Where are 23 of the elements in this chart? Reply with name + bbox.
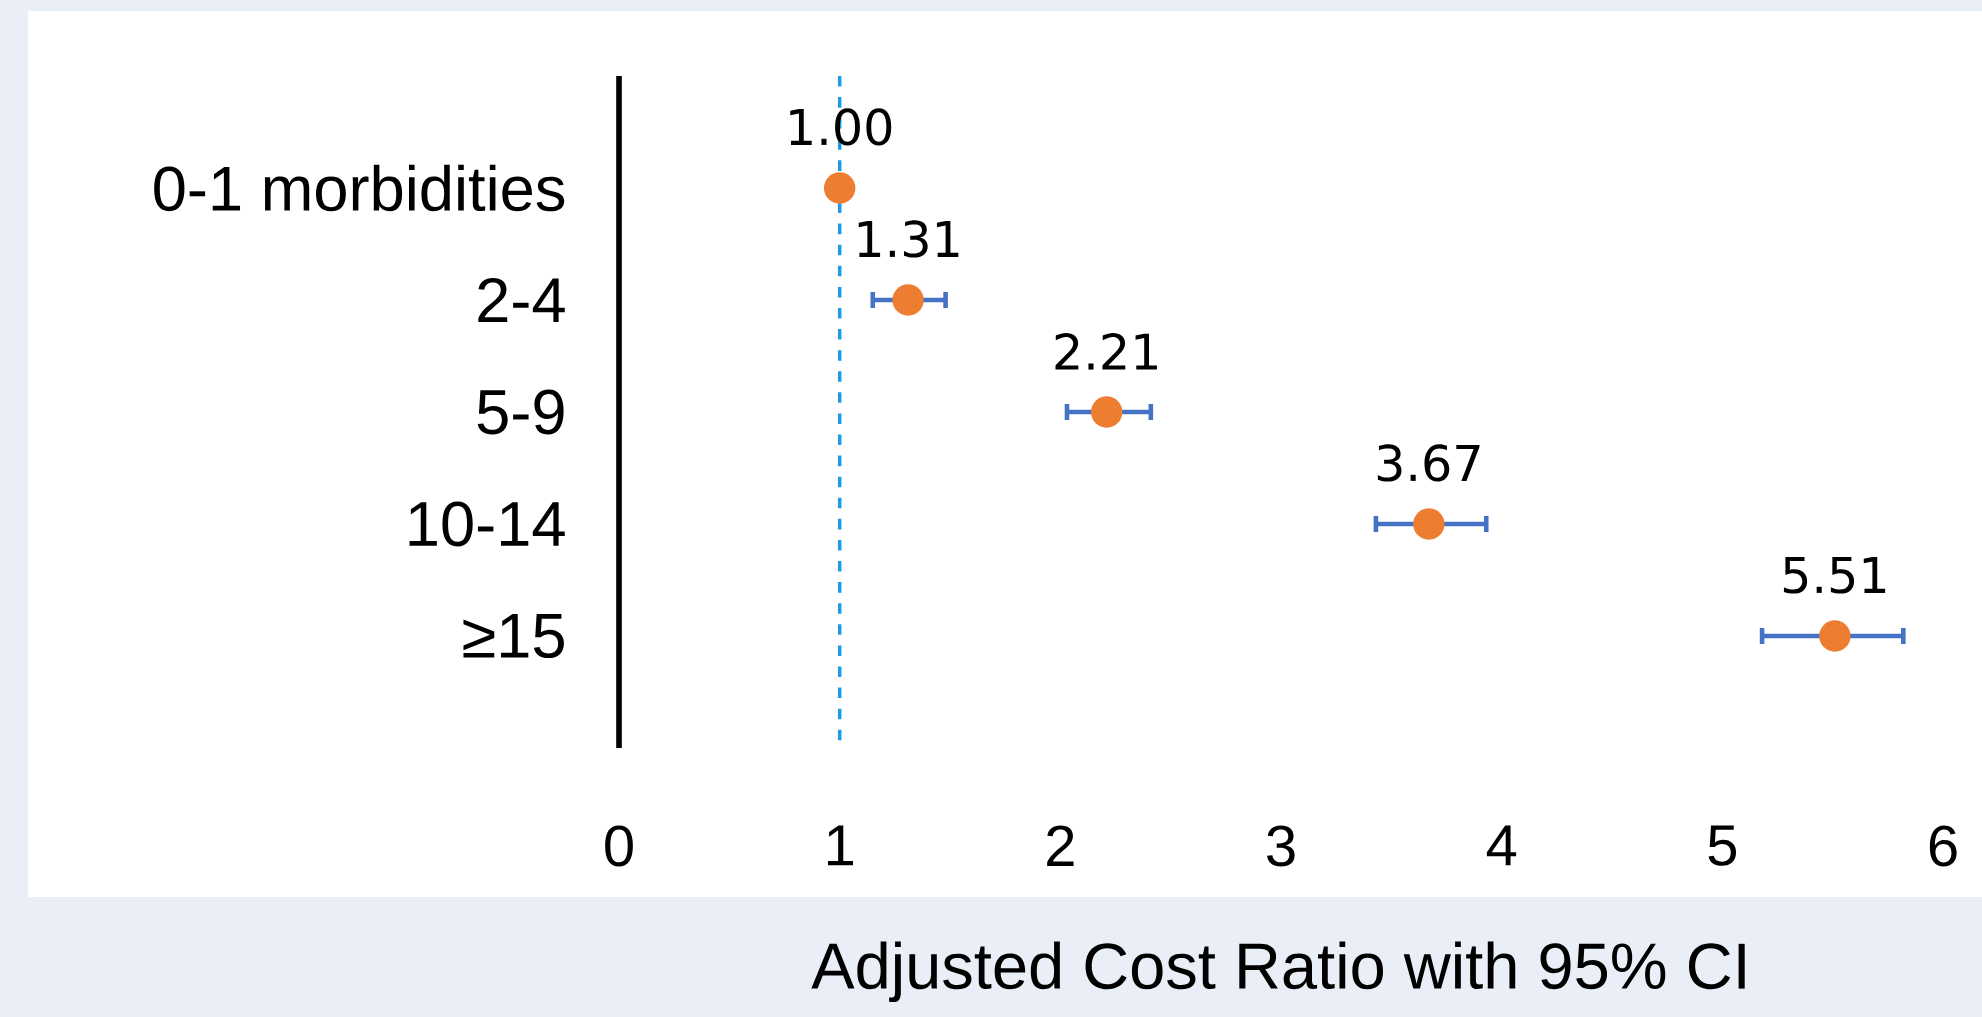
x-tick-label: 0 <box>605 825 633 867</box>
y-tick-label: 10-14 <box>409 501 565 547</box>
data-label: 1.00 <box>790 108 892 146</box>
x-tick-label: 5 <box>1708 825 1737 866</box>
point <box>1413 508 1445 540</box>
point <box>892 284 924 316</box>
data-label: 5.51 <box>1783 557 1886 594</box>
x-tick-label: 3 <box>1267 825 1295 867</box>
point <box>823 172 856 204</box>
x-tick-label: 6 <box>1929 825 1957 867</box>
y-tick-label: 0-1 morbidities <box>154 164 565 212</box>
data-label: 2.21 <box>1055 333 1157 370</box>
x-tick-label: 1 <box>827 825 853 866</box>
data-label: 3.67 <box>1377 444 1480 482</box>
x-tick-label: 2 <box>1047 825 1074 866</box>
data-label: 1.31 <box>858 220 959 258</box>
x-tick-label: 4 <box>1486 825 1517 866</box>
y-tick-label: 2-4 <box>478 277 565 323</box>
y-tick-label: ≥15 <box>463 613 564 659</box>
y-tick-label: 5-9 <box>477 389 564 435</box>
x-axis-title: Adjusted Cost Ratio with 95% CI <box>811 941 1745 1003</box>
point <box>1090 396 1123 428</box>
point <box>1819 620 1851 652</box>
